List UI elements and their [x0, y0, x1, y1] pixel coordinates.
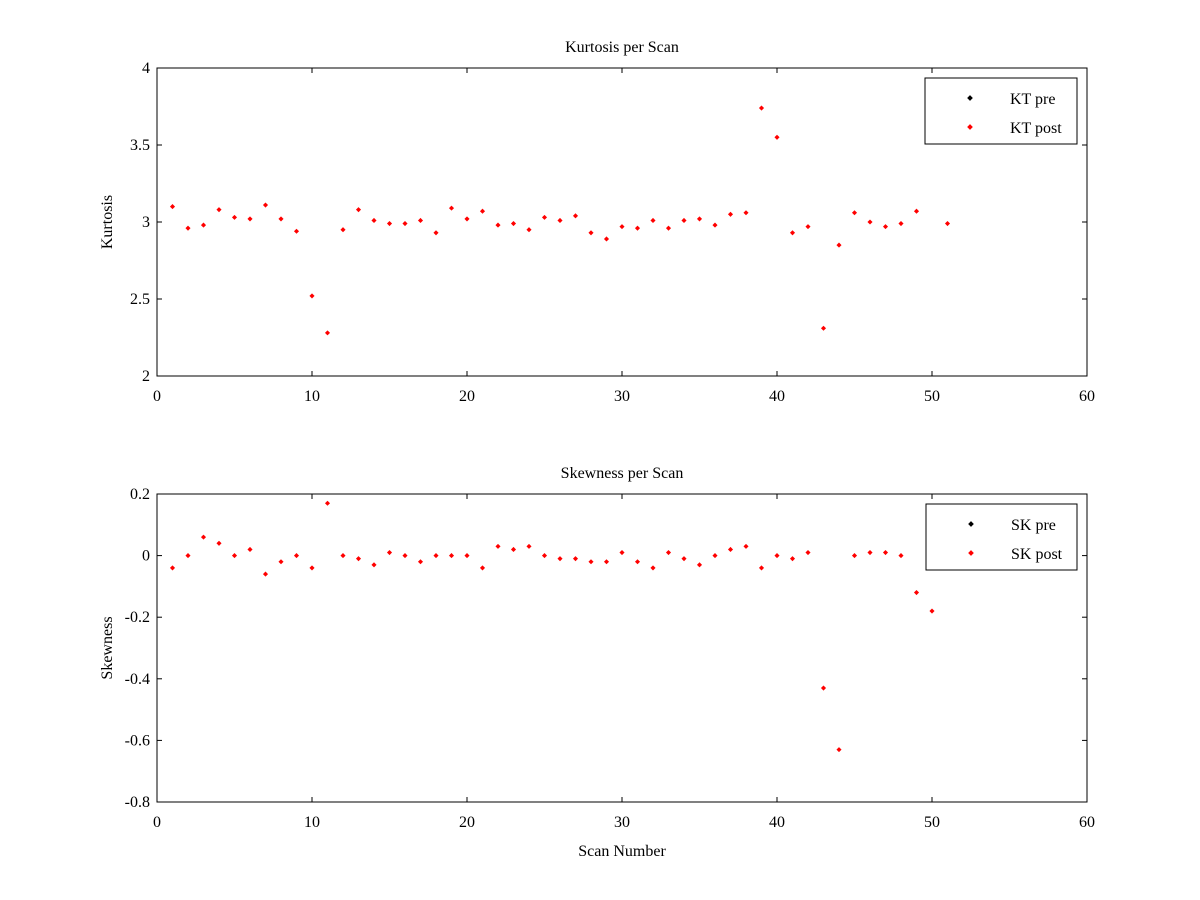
x-tick-label: 60	[1079, 388, 1095, 405]
y-tick-label: 3.5	[130, 137, 150, 154]
data-point	[309, 293, 315, 299]
x-tick-label: 0	[153, 814, 161, 831]
data-point	[169, 204, 176, 210]
data-point	[371, 562, 377, 568]
legend: SK pre SK post	[925, 503, 1078, 571]
legend-label: SK pre	[1011, 517, 1056, 534]
y-tick-label: 3	[142, 214, 150, 231]
data-point	[789, 556, 796, 562]
data-point	[340, 227, 346, 233]
data-point	[681, 556, 687, 562]
data-point	[851, 210, 858, 216]
legend-marker	[967, 95, 973, 101]
data-point	[743, 210, 749, 216]
data-point	[231, 214, 238, 220]
legend-marker	[968, 550, 974, 556]
x-tick-label: 50	[924, 388, 940, 405]
data-point	[386, 549, 393, 556]
data-point	[572, 556, 579, 562]
chart-title: Skewness per Scan	[561, 465, 684, 482]
data-point	[324, 500, 331, 506]
chart-title: Kurtosis per Scan	[565, 39, 679, 56]
y-tick-label: 4	[142, 60, 150, 77]
data-point	[619, 224, 625, 230]
y-tick-label: -0.6	[125, 732, 150, 749]
data-point	[929, 608, 935, 614]
data-point	[448, 205, 455, 211]
data-point	[898, 553, 904, 559]
y-tick-label: 2	[142, 368, 150, 385]
legend-label: KT post	[1010, 120, 1062, 137]
data-point	[200, 222, 207, 228]
x-tick-label: 10	[304, 814, 320, 831]
data-point	[324, 330, 331, 336]
data-point	[479, 208, 486, 214]
data-point	[836, 747, 842, 753]
x-tick-label: 0	[153, 388, 161, 405]
y-axis-label: Skewness	[99, 616, 116, 679]
data-point	[944, 220, 951, 227]
data-point	[588, 559, 594, 565]
x-tick-label: 40	[769, 388, 785, 405]
legend-box	[925, 503, 1078, 571]
legend-label: KT pre	[1010, 91, 1055, 108]
data-point	[185, 225, 191, 231]
data-point	[634, 559, 641, 565]
x-tick-label: 60	[1079, 814, 1095, 831]
data-point	[495, 222, 501, 228]
x-tick-label: 30	[614, 814, 630, 831]
x-tick-label: 40	[769, 814, 785, 831]
y-tick-label: 0.2	[130, 486, 150, 503]
kurtosis-panel: 0 10 20 30 40 50 60 2 2.5 3 3.5 4 Kurtosis per Scan K…	[99, 39, 1095, 405]
data-point	[882, 224, 889, 230]
x-tick-label: 20	[459, 388, 475, 405]
data-point	[371, 217, 377, 224]
data-point	[603, 559, 610, 565]
data-point	[417, 217, 424, 224]
legend-marker	[968, 521, 974, 527]
legend: KT pre KT post	[924, 77, 1078, 145]
data-point	[526, 543, 532, 549]
data-point	[758, 565, 765, 571]
skewness-panel: 0 10 20 30 40 50 60 -0.8 -0.6 -0.4 -0.2 0 0.2 Skewnes…	[99, 465, 1095, 860]
data-point	[805, 224, 811, 230]
legend-box	[924, 77, 1078, 145]
data-point	[278, 216, 284, 222]
legend-marker	[967, 124, 973, 130]
y-tick-label: 2.5	[130, 291, 150, 308]
data-point	[774, 553, 780, 559]
y-tick-label: 0	[142, 548, 150, 565]
y-tick-label: -0.2	[125, 609, 150, 626]
data-point	[743, 543, 749, 549]
data-point	[541, 553, 548, 559]
data-point	[510, 220, 517, 227]
data-point	[712, 553, 718, 559]
data-point	[557, 556, 563, 562]
x-tick-label: 20	[459, 814, 475, 831]
data-point	[650, 565, 656, 571]
data-point	[727, 546, 734, 552]
data-point	[247, 216, 253, 222]
data-point	[293, 228, 300, 234]
data-point	[510, 546, 517, 552]
data-point	[851, 553, 858, 559]
data-point	[216, 207, 222, 213]
x-tick-label: 50	[924, 814, 940, 831]
y-tick-label: -0.8	[125, 794, 150, 811]
legend-label: SK post	[1011, 546, 1063, 563]
data-point	[898, 220, 904, 227]
data-point	[464, 216, 470, 222]
data-point	[262, 202, 269, 208]
data-point	[913, 590, 920, 596]
data-point	[433, 230, 439, 236]
data-point	[820, 685, 827, 691]
x-axis-label: Scan Number	[578, 843, 666, 860]
x-tick-label: 30	[614, 388, 630, 405]
y-axis-label: Kurtosis	[99, 195, 116, 249]
y-tick-label: -0.4	[125, 671, 150, 688]
x-tick-label: 10	[304, 388, 320, 405]
